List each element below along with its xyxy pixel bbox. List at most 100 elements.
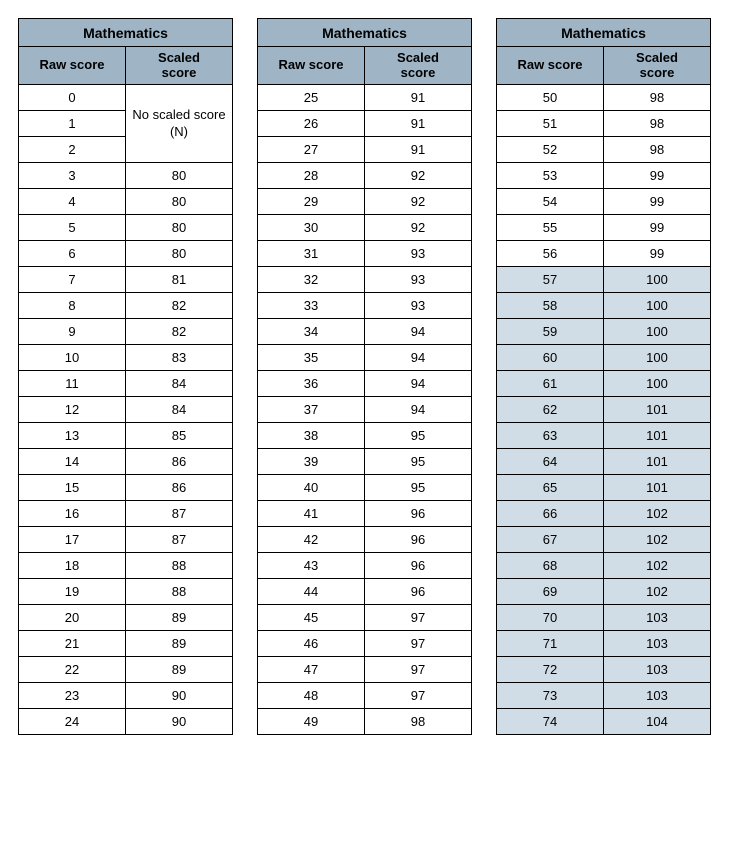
- raw-score-cell: 62: [497, 397, 604, 423]
- scaled-score-cell: 100: [604, 345, 711, 371]
- scaled-score-cell: 102: [604, 579, 711, 605]
- scaled-score-cell: 100: [604, 319, 711, 345]
- raw-score-cell: 58: [497, 293, 604, 319]
- scaled-score-cell: 91: [365, 111, 472, 137]
- table-row: 66102: [497, 501, 711, 527]
- table-row: 4998: [258, 709, 472, 735]
- raw-score-cell: 37: [258, 397, 365, 423]
- table-row: 480: [19, 189, 233, 215]
- score-tables-container: MathematicsRaw scoreScaledscore0No scale…: [18, 18, 732, 735]
- table-row: 1083: [19, 345, 233, 371]
- raw-score-cell: 3: [19, 163, 126, 189]
- scaled-score-cell: 101: [604, 423, 711, 449]
- raw-score-cell: 42: [258, 527, 365, 553]
- no-scaled-note-cell: No scaled score (N): [126, 85, 233, 163]
- scaled-score-cell: 96: [365, 501, 472, 527]
- raw-score-cell: 4: [19, 189, 126, 215]
- table-row: 4296: [258, 527, 472, 553]
- scaled-score-cell: 94: [365, 397, 472, 423]
- table-row: 73103: [497, 683, 711, 709]
- table-row: 2591: [258, 85, 472, 111]
- raw-score-cell: 61: [497, 371, 604, 397]
- scaled-score-cell: 98: [604, 85, 711, 111]
- raw-score-cell: 25: [258, 85, 365, 111]
- table-row: 4496: [258, 579, 472, 605]
- scaled-score-cell: 97: [365, 657, 472, 683]
- table-row: 781: [19, 267, 233, 293]
- table-row: 64101: [497, 449, 711, 475]
- table-row: 3794: [258, 397, 472, 423]
- scaled-score-cell: 91: [365, 85, 472, 111]
- scaled-score-cell: 103: [604, 657, 711, 683]
- raw-score-cell: 9: [19, 319, 126, 345]
- raw-score-cell: 73: [497, 683, 604, 709]
- scaled-score-cell: 99: [604, 241, 711, 267]
- raw-score-cell: 40: [258, 475, 365, 501]
- raw-score-cell: 26: [258, 111, 365, 137]
- raw-score-cell: 36: [258, 371, 365, 397]
- scaled-score-cell: 97: [365, 631, 472, 657]
- scaled-score-cell: 86: [126, 449, 233, 475]
- raw-score-cell: 23: [19, 683, 126, 709]
- raw-score-cell: 50: [497, 85, 604, 111]
- scaled-score-cell: 96: [365, 527, 472, 553]
- table-row: 57100: [497, 267, 711, 293]
- scaled-score-cell: 92: [365, 189, 472, 215]
- scaled-score-cell: 94: [365, 371, 472, 397]
- table-row: 1988: [19, 579, 233, 605]
- table-row: 5298: [497, 137, 711, 163]
- scaled-score-cell: 101: [604, 397, 711, 423]
- scaled-score-cell: 86: [126, 475, 233, 501]
- table-row: 5699: [497, 241, 711, 267]
- scaled-score-cell: 103: [604, 631, 711, 657]
- table-row: 61100: [497, 371, 711, 397]
- raw-score-cell: 38: [258, 423, 365, 449]
- raw-score-cell: 31: [258, 241, 365, 267]
- raw-score-cell: 27: [258, 137, 365, 163]
- raw-score-cell: 72: [497, 657, 604, 683]
- raw-score-cell: 67: [497, 527, 604, 553]
- scaled-score-cell: 89: [126, 657, 233, 683]
- table-row: 1586: [19, 475, 233, 501]
- raw-score-cell: 14: [19, 449, 126, 475]
- col-header-scaled: Scaledscore: [365, 47, 472, 85]
- table-row: 982: [19, 319, 233, 345]
- raw-score-cell: 11: [19, 371, 126, 397]
- scaled-score-cell: 88: [126, 579, 233, 605]
- scaled-score-cell: 89: [126, 605, 233, 631]
- scaled-score-cell: 83: [126, 345, 233, 371]
- table-row: 68102: [497, 553, 711, 579]
- scaled-score-cell: 101: [604, 475, 711, 501]
- raw-score-cell: 10: [19, 345, 126, 371]
- raw-score-cell: 30: [258, 215, 365, 241]
- raw-score-cell: 33: [258, 293, 365, 319]
- table-row: 74104: [497, 709, 711, 735]
- raw-score-cell: 41: [258, 501, 365, 527]
- raw-score-cell: 57: [497, 267, 604, 293]
- scaled-score-cell: 95: [365, 475, 472, 501]
- table-row: 1486: [19, 449, 233, 475]
- scaled-score-cell: 80: [126, 189, 233, 215]
- table-row: 3293: [258, 267, 472, 293]
- scaled-score-cell: 92: [365, 215, 472, 241]
- scaled-score-cell: 100: [604, 371, 711, 397]
- table-row: 1687: [19, 501, 233, 527]
- table-row: 2189: [19, 631, 233, 657]
- table-row: 2089: [19, 605, 233, 631]
- raw-score-cell: 12: [19, 397, 126, 423]
- scaled-score-cell: 95: [365, 423, 472, 449]
- table-row: 67102: [497, 527, 711, 553]
- raw-score-cell: 45: [258, 605, 365, 631]
- raw-score-cell: 0: [19, 85, 126, 111]
- scaled-score-cell: 94: [365, 345, 472, 371]
- table-row: 3092: [258, 215, 472, 241]
- raw-score-cell: 2: [19, 137, 126, 163]
- table-row: 2289: [19, 657, 233, 683]
- table-row: 0No scaled score (N): [19, 85, 233, 111]
- table-row: 4095: [258, 475, 472, 501]
- table-row: 1284: [19, 397, 233, 423]
- table-row: 70103: [497, 605, 711, 631]
- scaled-score-cell: 82: [126, 319, 233, 345]
- scaled-score-cell: 80: [126, 215, 233, 241]
- col-header-scaled: Scaledscore: [126, 47, 233, 85]
